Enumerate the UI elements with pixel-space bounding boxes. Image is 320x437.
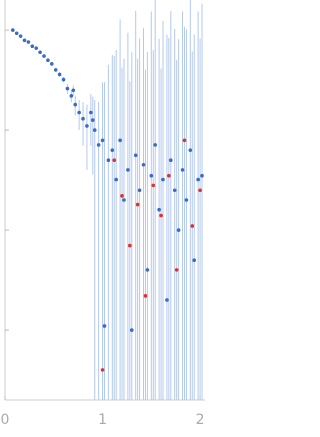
data-point (151, 183, 156, 188)
data-point (18, 34, 23, 38)
data-point (161, 177, 165, 182)
data-point (65, 86, 70, 91)
data-point (129, 328, 134, 332)
data-point (120, 194, 124, 198)
data-point (92, 128, 97, 132)
data-point (77, 110, 81, 115)
data-point (71, 88, 76, 93)
data-point (96, 143, 101, 147)
data-point (145, 268, 150, 272)
data-point (42, 54, 46, 58)
data-point (102, 324, 107, 328)
data-point (126, 168, 130, 172)
data-point (165, 298, 169, 302)
data-point (14, 31, 19, 36)
data-point (196, 177, 200, 182)
data-point (143, 294, 148, 298)
data-point (100, 138, 105, 143)
data-point (61, 77, 66, 82)
data-point (153, 143, 158, 147)
data-point (90, 118, 95, 122)
data-point (169, 158, 173, 163)
data-point (133, 153, 138, 158)
data-point (85, 124, 89, 128)
data-point (182, 138, 187, 143)
data-point (110, 148, 115, 152)
data-point (192, 258, 197, 263)
data-point (38, 50, 42, 55)
x-tick-label: 1 (98, 412, 107, 428)
data-point (176, 228, 181, 232)
data-point (172, 188, 177, 193)
data-point (46, 58, 50, 63)
data-point (122, 198, 126, 202)
data-point (22, 38, 27, 43)
data-point (128, 243, 132, 248)
data-point (149, 173, 154, 178)
data-point (53, 68, 58, 72)
data-point (157, 207, 161, 212)
data-point (100, 368, 105, 372)
data-point (50, 62, 54, 66)
data-point (118, 138, 122, 143)
data-point (73, 102, 78, 107)
data-point (200, 173, 204, 178)
data-point (26, 40, 31, 44)
data-point (34, 46, 39, 50)
data-point (184, 198, 189, 202)
data-point (106, 158, 111, 163)
x-tick-label: 2 (196, 412, 205, 428)
data-point (114, 177, 118, 182)
x-tick-label: 0 (1, 412, 10, 428)
data-point (141, 162, 146, 167)
data-point (180, 168, 185, 172)
data-point (81, 116, 85, 121)
data-point (135, 202, 140, 207)
data-point (69, 94, 74, 98)
data-point (174, 268, 179, 272)
data-point (89, 110, 93, 115)
data-point (57, 72, 62, 77)
data-point (198, 188, 202, 193)
data-point (167, 173, 171, 178)
data-point (112, 158, 117, 163)
data-point (190, 224, 195, 228)
data-point (159, 213, 163, 218)
data-point (188, 148, 193, 152)
data-point (11, 28, 15, 32)
chart: 0 1 2 (1, 0, 205, 428)
data-point (30, 44, 35, 49)
data-point (137, 188, 142, 193)
